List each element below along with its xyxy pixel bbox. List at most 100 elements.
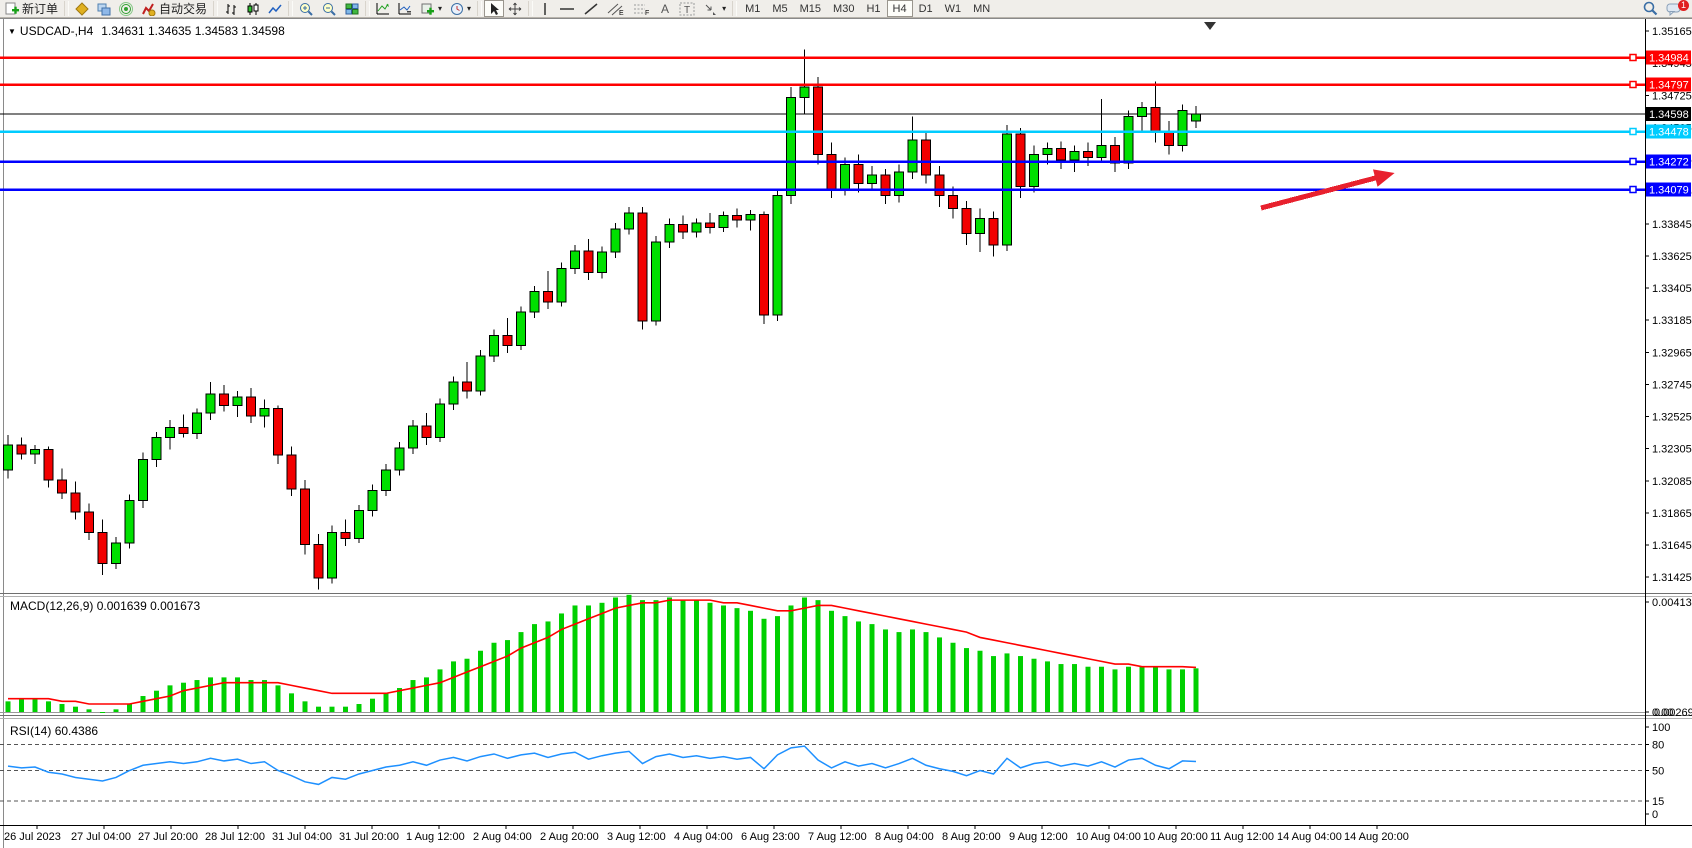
- chart-canvas[interactable]: 1.351651.349451.347251.345051.342851.340…: [0, 18, 1692, 848]
- candle-body-bull: [597, 251, 607, 273]
- timeframe-button-H4[interactable]: H4: [886, 0, 913, 17]
- candle-body-bull: [570, 250, 580, 269]
- horizontal-line-button[interactable]: [555, 0, 579, 17]
- text-button[interactable]: A: [655, 0, 675, 17]
- indicator-list-button[interactable]: [394, 0, 416, 17]
- tile-windows-button[interactable]: [341, 0, 363, 17]
- macd-histogram-bar: [410, 680, 416, 712]
- macd-histogram-bar: [221, 677, 227, 712]
- price-badge-1.34079: [1646, 182, 1691, 197]
- macd-histogram-bar: [343, 706, 348, 712]
- macd-histogram-bar: [464, 658, 470, 712]
- timeframe-button-M30[interactable]: M30: [827, 0, 860, 17]
- macd-histogram-bar: [937, 637, 942, 712]
- chart-area[interactable]: 1.351651.349451.347251.345051.342851.340…: [0, 18, 1692, 848]
- toolbar-separator: [528, 1, 534, 16]
- candle-body-bear: [43, 449, 54, 481]
- macd-histogram-bar: [32, 698, 38, 712]
- new-order-button[interactable]: 新订单: [0, 0, 62, 17]
- candle-body-bull: [516, 311, 526, 346]
- date-label: 3 Aug 12:00: [607, 831, 666, 843]
- indicators-button[interactable]: [372, 0, 394, 17]
- candle-body-bull: [111, 542, 121, 564]
- date-label: 28 Jul 12:00: [205, 831, 265, 843]
- candlestick-chart-button[interactable]: [242, 0, 264, 17]
- macd-histogram-bar: [100, 712, 105, 713]
- candle-body-bear: [705, 222, 715, 228]
- vertical-line-button[interactable]: [535, 0, 555, 17]
- candle-body-bear: [826, 154, 837, 190]
- hline-handle-1.34079[interactable]: [1629, 185, 1637, 194]
- date-label: 2 Aug 04:00: [473, 831, 532, 843]
- macd-histogram-bar: [1058, 664, 1064, 712]
- price-tick-label: 1.31645: [1652, 540, 1692, 552]
- add-chart-button[interactable]: ▾: [416, 0, 446, 17]
- signals-button[interactable]: [115, 0, 137, 17]
- market-watch-button[interactable]: [93, 0, 115, 17]
- zoom-out-icon: [323, 2, 336, 16]
- candle-body-bear: [732, 215, 742, 221]
- macd-histogram-bar: [235, 677, 240, 712]
- candle-body-bull: [138, 459, 148, 501]
- market-watch-icon: [97, 3, 111, 15]
- new-order-icon: [5, 2, 19, 14]
- dropdown-caret-icon: ▾: [722, 4, 727, 13]
- search-button[interactable]: [1639, 0, 1662, 17]
- chart-shift-marker-icon[interactable]: [1204, 22, 1216, 30]
- hline-handle-1.34478[interactable]: [1629, 127, 1637, 136]
- candle-body-bull: [475, 355, 486, 392]
- hline-handle-1.34797[interactable]: [1629, 80, 1637, 89]
- arrows-tool-button[interactable]: ▾: [699, 0, 730, 17]
- fibonacci-button[interactable]: F: [629, 0, 655, 17]
- date-label: 11 Aug 12:00: [1210, 831, 1274, 843]
- arrow-annotation-head[interactable]: [1372, 169, 1395, 187]
- price-badge-1.34079-text: 1.34079: [1649, 185, 1689, 197]
- text-label-button[interactable]: T: [675, 0, 699, 17]
- macd-histogram-bar: [275, 685, 281, 712]
- hline-handle-1.34272[interactable]: [1629, 157, 1637, 166]
- arrow-annotation[interactable]: [1260, 173, 1384, 211]
- timeframe-button-M5[interactable]: M5: [766, 0, 793, 17]
- timeframe-button-M1[interactable]: M1: [739, 0, 766, 17]
- candle-body-bear: [1056, 148, 1066, 161]
- bar-chart-button[interactable]: [220, 0, 242, 17]
- text-tool-letter: A: [661, 1, 670, 16]
- cursor-button[interactable]: [484, 0, 505, 17]
- macd-histogram-bar: [748, 610, 753, 712]
- zoom-out-button[interactable]: [318, 0, 341, 17]
- date-label: 8 Aug 04:00: [875, 831, 934, 843]
- candle-body-bear: [543, 291, 553, 303]
- new-order-label: 新订单: [22, 2, 59, 16]
- macd-histogram-bar: [1085, 666, 1091, 712]
- date-label: 14 Aug 20:00: [1344, 831, 1409, 843]
- candle-body-bull: [367, 490, 378, 511]
- timeframe-button-W1[interactable]: W1: [939, 0, 968, 17]
- price-badge-1.34478: [1646, 124, 1691, 139]
- fibonacci-icon: F: [634, 4, 649, 16]
- chart-title-collapse-icon[interactable]: ▼: [8, 27, 16, 36]
- timeframe-button-D1[interactable]: D1: [913, 0, 939, 17]
- hline-handle-1.34984[interactable]: [1629, 53, 1637, 62]
- macd-histogram-bar: [991, 656, 996, 712]
- candle-body-bull: [327, 532, 337, 579]
- macd-histogram-bar: [167, 685, 173, 712]
- timeframe-button-MN[interactable]: MN: [967, 0, 996, 17]
- timeframe-button-H1[interactable]: H1: [860, 0, 886, 17]
- notifications-button[interactable]: 1: [1662, 0, 1689, 17]
- crosshair-button[interactable]: [504, 0, 526, 17]
- autotrading-button[interactable]: 自动交易: [137, 0, 211, 17]
- candle-body-bear: [934, 174, 945, 196]
- timeframe-button-M15[interactable]: M15: [794, 0, 827, 17]
- trendline-button[interactable]: [579, 0, 603, 17]
- line-chart-button[interactable]: [264, 0, 286, 17]
- macd-histogram-bar: [586, 605, 591, 712]
- macd-histogram-bar: [640, 600, 645, 712]
- candle-body-bull: [1191, 113, 1201, 122]
- chart-profile-button[interactable]: [71, 0, 93, 17]
- macd-histogram-bar: [478, 650, 483, 712]
- macd-histogram-bar: [626, 594, 632, 712]
- channel-button[interactable]: E: [603, 0, 629, 17]
- zoom-in-button[interactable]: [295, 0, 318, 17]
- period-clock-button[interactable]: ▾: [446, 0, 475, 17]
- macd-histogram-bar: [73, 706, 78, 712]
